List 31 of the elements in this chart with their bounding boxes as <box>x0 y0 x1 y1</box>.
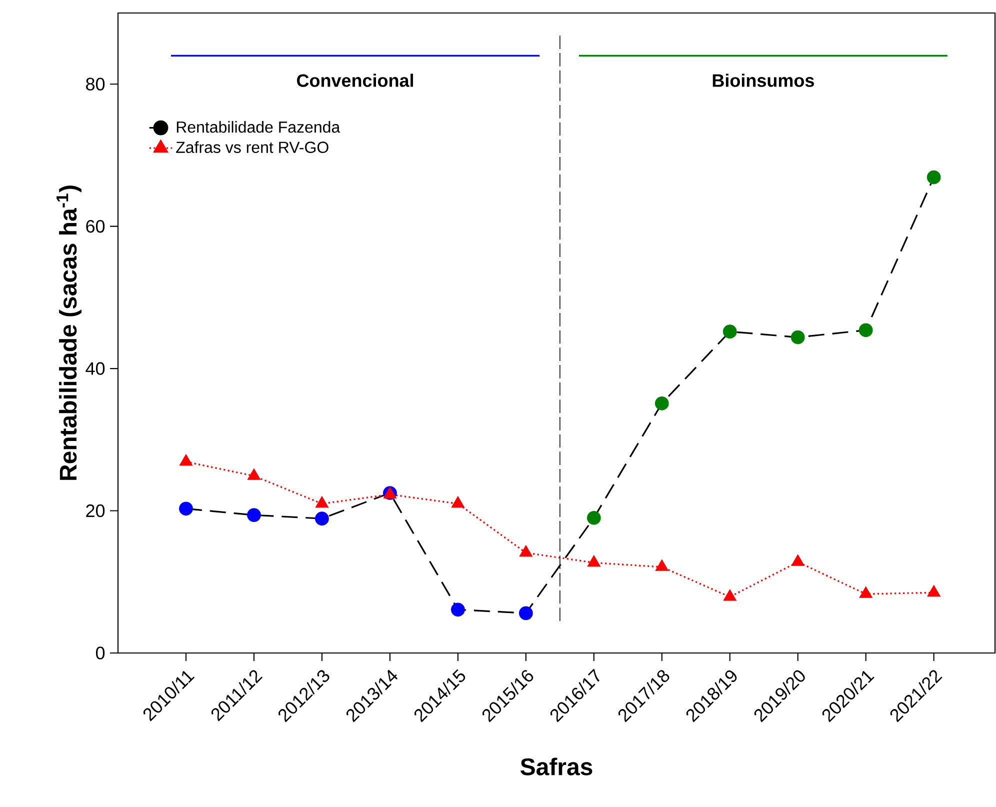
x-axis-title: Safras <box>520 758 592 776</box>
legend-label: Zafras vs rent RV-GO <box>176 141 328 153</box>
point <box>315 512 329 526</box>
ref-line-label: Bioinsumos <box>712 74 814 87</box>
y-tick-label: 0 <box>96 646 105 660</box>
ref-line-label: Convencional <box>296 74 414 87</box>
point <box>859 586 872 598</box>
point <box>247 508 261 522</box>
point <box>451 496 465 508</box>
point <box>179 502 193 516</box>
point <box>791 554 804 566</box>
point <box>586 510 601 525</box>
y-tick-label: 40 <box>86 362 105 375</box>
point <box>723 589 736 601</box>
point <box>858 323 873 338</box>
point <box>655 559 669 571</box>
y-tick-label: 60 <box>86 220 105 233</box>
point <box>587 555 601 567</box>
y-tick-label: 20 <box>86 504 105 518</box>
point <box>247 468 261 480</box>
y-axis-title: Rentabilidade (sacas ha$^{-1}$) <box>56 186 82 480</box>
point <box>179 454 193 466</box>
point <box>315 496 329 508</box>
legend-label: Rentabilidade Fazenda <box>176 121 340 133</box>
point <box>927 584 940 596</box>
point <box>654 396 669 410</box>
point <box>926 170 941 184</box>
point <box>790 330 805 344</box>
point <box>722 324 737 339</box>
y-tick-label: 80 <box>86 78 105 90</box>
point <box>519 545 533 557</box>
